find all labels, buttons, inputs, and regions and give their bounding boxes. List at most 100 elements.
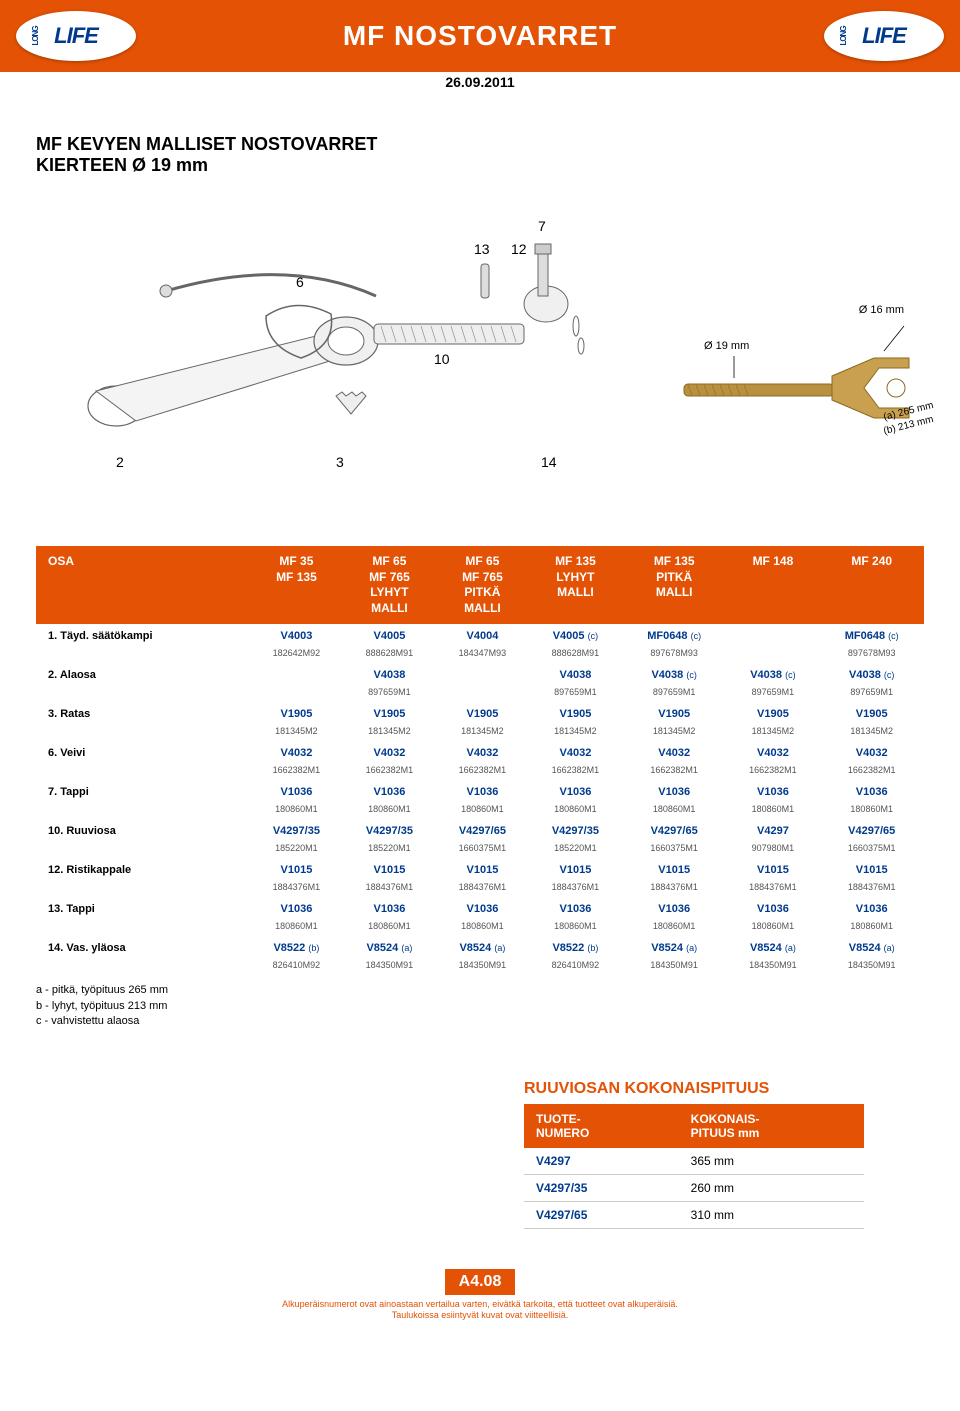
cell-code: V1036 <box>343 780 436 801</box>
dim-16mm: Ø 16 mm <box>859 304 904 316</box>
cell-code: V4038 <box>343 663 436 684</box>
cell-ref: 897678M93 <box>622 645 727 663</box>
cell-code: V1036 <box>343 897 436 918</box>
lower-row: V4297365 mm <box>524 1148 864 1175</box>
table-row-ref: 897659M1897659M1897659M1897659M1897659M1 <box>36 684 924 702</box>
footer-line1: Alkuperäisnumerot ovat ainoastaan vertai… <box>282 1299 678 1309</box>
table-row-ref: 1662382M11662382M11662382M11662382M11662… <box>36 762 924 780</box>
logo-text: LONG LIFE <box>54 23 98 49</box>
cell-ref: 181345M2 <box>529 723 622 741</box>
cell-ref: 184347M93 <box>436 645 529 663</box>
cell-ref: 1662382M1 <box>250 762 343 780</box>
cell-ref <box>726 645 819 663</box>
lower-row: V4297/35260 mm <box>524 1174 864 1201</box>
cell-ref: 180860M1 <box>529 918 622 936</box>
note-c: c - vahvistettu alaosa <box>36 1014 924 1029</box>
cell-ref: 184350M91 <box>343 957 436 975</box>
cell-code: V1036 <box>529 897 622 918</box>
lower-row: V4297/65310 mm <box>524 1201 864 1228</box>
row-label: 13. Tappi <box>36 897 250 918</box>
table-row-ref: 180860M1180860M1180860M1180860M1180860M1… <box>36 918 924 936</box>
diagram-label-12: 12 <box>511 241 527 257</box>
cell-code: V1036 <box>819 780 924 801</box>
cell-ref: 888628M91 <box>343 645 436 663</box>
cell-code: V1905 <box>529 702 622 723</box>
cell-code: V8522 (b) <box>250 936 343 957</box>
cell-code: V4297/65 <box>819 819 924 840</box>
cell-ref: 897659M1 <box>529 684 622 702</box>
col-h: MF 65MF 765PITKÄMALLI <box>436 546 529 624</box>
diagram-label-14: 14 <box>541 454 557 470</box>
table-row: 3. RatasV1905V1905V1905V1905V1905V1905V1… <box>36 702 924 723</box>
cell-ref: 181345M2 <box>436 723 529 741</box>
cell-code: MF0648 (c) <box>819 624 924 645</box>
col-h: MF 135PITKÄMALLI <box>622 546 727 624</box>
cell-code <box>726 624 819 645</box>
table-row: 14. Vas. yläosaV8522 (b)V8524 (a)V8524 (… <box>36 936 924 957</box>
cell-ref: 181345M2 <box>343 723 436 741</box>
cell-code: V1015 <box>529 858 622 879</box>
table-row-ref: 185220M1185220M11660375M1185220M11660375… <box>36 840 924 858</box>
cell-code: MF0648 (c) <box>622 624 727 645</box>
cell-code: V4038 (c) <box>726 663 819 684</box>
cell-ref: 1660375M1 <box>819 840 924 858</box>
page-date: 26.09.2011 <box>0 74 960 90</box>
row-label: 2. Alaosa <box>36 663 250 684</box>
cell-code: V8524 (a) <box>343 936 436 957</box>
cell-ref: 180860M1 <box>529 801 622 819</box>
footer: A4.08 Alkuperäisnumerot ovat ainoastaan … <box>36 1269 924 1342</box>
cell-code: V8524 (a) <box>622 936 727 957</box>
cell-ref: 181345M2 <box>250 723 343 741</box>
cell-ref: 897659M1 <box>343 684 436 702</box>
table-row-ref: 180860M1180860M1180860M1180860M1180860M1… <box>36 801 924 819</box>
cell-code: V4038 (c) <box>622 663 727 684</box>
cell-code: V4032 <box>622 741 727 762</box>
cell-ref: 1662382M1 <box>622 762 727 780</box>
col-osa: OSA <box>36 546 250 624</box>
lower-section: RUUVIOSAN KOKONAISPITUUS TUOTE-NUMERO KO… <box>36 1080 924 1229</box>
table-row: 6. VeiviV4032V4032V4032V4032V4032V4032V4… <box>36 741 924 762</box>
cell-code: V4297/35 <box>250 819 343 840</box>
row-label: 3. Ratas <box>36 702 250 723</box>
cell-ref: 1660375M1 <box>622 840 727 858</box>
col-h: MF 35MF 135 <box>250 546 343 624</box>
cell-ref: 184350M91 <box>726 957 819 975</box>
lower-col2: KOKONAIS-PITUUS mm <box>679 1104 864 1148</box>
row-label: 10. Ruuviosa <box>36 819 250 840</box>
cell-code: V4032 <box>819 741 924 762</box>
cell-code: V4297/65 <box>436 819 529 840</box>
cell-ref: 1884376M1 <box>819 879 924 897</box>
title-wrap: MF NOSTOVARRET <box>136 20 824 52</box>
cell-code: V1015 <box>819 858 924 879</box>
cell-ref: 1662382M1 <box>529 762 622 780</box>
lower-code: V4297/65 <box>524 1201 679 1228</box>
cell-code: V4297 <box>726 819 819 840</box>
table-row-ref: 182642M92888628M91184347M93888628M918976… <box>36 645 924 663</box>
table-row: 12. RistikappaleV1015V1015V1015V1015V101… <box>36 858 924 879</box>
diagram-label-10: 10 <box>434 351 450 367</box>
cell-code: V4032 <box>436 741 529 762</box>
table-row-ref: 826410M92184350M91184350M91826410M921843… <box>36 957 924 975</box>
cell-ref: 180860M1 <box>726 918 819 936</box>
section-title-line1: MF KEVYEN MALLISET NOSTOVARRET <box>36 134 377 154</box>
page-title: MF NOSTOVARRET <box>136 20 824 52</box>
cell-code: V1036 <box>250 897 343 918</box>
diagram-label-7: 7 <box>538 218 546 234</box>
cell-ref: 180860M1 <box>436 801 529 819</box>
table-row: 2. AlaosaV4038V4038V4038 (c)V4038 (c)V40… <box>36 663 924 684</box>
cell-code: V1015 <box>250 858 343 879</box>
logo-text: LONG LIFE <box>862 23 906 49</box>
cell-code: V4038 <box>529 663 622 684</box>
cell-ref: 180860M1 <box>819 918 924 936</box>
diagram-area: 2 3 6 7 10 12 13 14 <box>36 196 924 516</box>
cell-ref: 826410M92 <box>529 957 622 975</box>
cell-code: V1015 <box>622 858 727 879</box>
cell-code: V4032 <box>343 741 436 762</box>
cell-ref: 897659M1 <box>622 684 727 702</box>
col-h: MF 65MF 765LYHYTMALLI <box>343 546 436 624</box>
table-row: 10. RuuviosaV4297/35V4297/35V4297/65V429… <box>36 819 924 840</box>
col-h: MF 240 <box>819 546 924 624</box>
cell-ref: 897659M1 <box>819 684 924 702</box>
cell-code: V4003 <box>250 624 343 645</box>
table-notes: a - pitkä, työpituus 265 mm b - lyhyt, t… <box>36 983 924 1029</box>
